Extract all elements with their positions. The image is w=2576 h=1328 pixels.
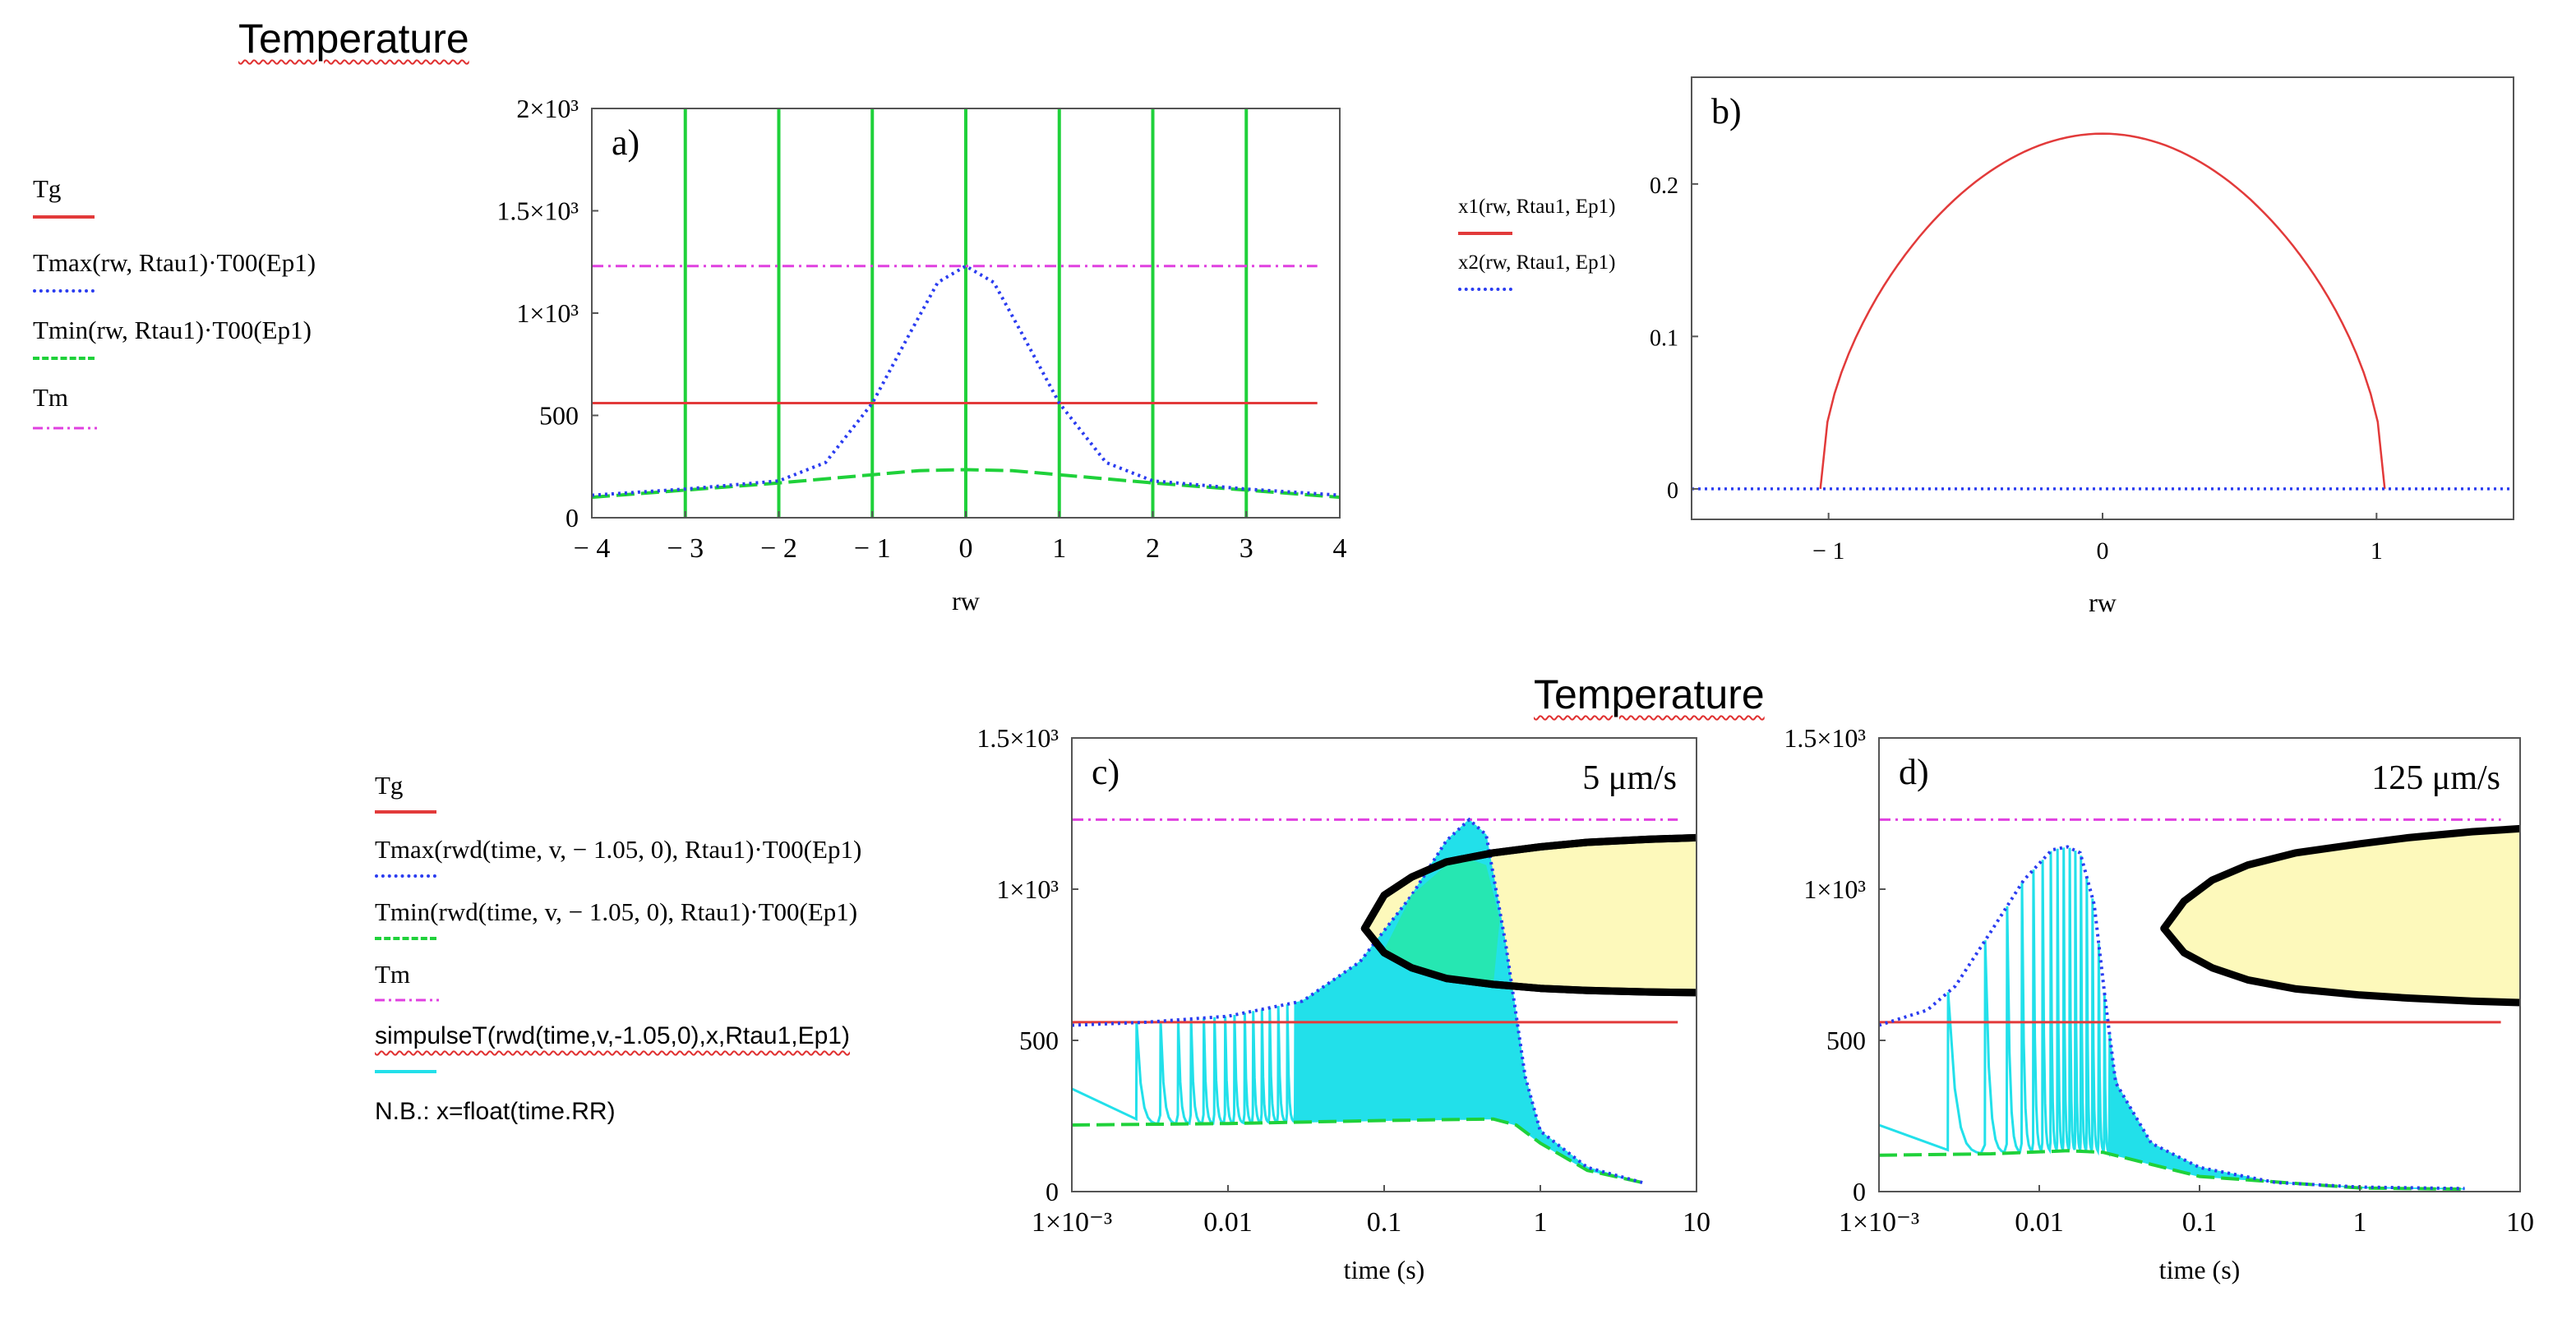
chart-a-ytick-label-3: 1.5×10³ <box>496 196 579 226</box>
chart-d-annotation: 125 μm/s <box>2371 759 2500 797</box>
legend-b-x1-line <box>1458 232 1512 235</box>
chart-b-xlabel: rw <box>2089 588 2117 617</box>
legend-b-x2-label: x2(rw, Rtau1, Ep1) <box>1458 251 1616 274</box>
chart-a-xtick-label-3: − 1 <box>854 533 891 564</box>
legend-c-tmax-line <box>375 874 436 878</box>
chart-d-ytick-label-0: 0 <box>1853 1177 1866 1206</box>
legend-a-tg-label: Tg <box>33 174 62 203</box>
chart-d-ytick-label-3: 1.5×10³ <box>1784 723 1866 753</box>
chart-b-frame <box>1691 76 2514 520</box>
legend-c-tmax-label: Tmax(rwd(time, v, − 1.05, 0), Rtau1)·T00… <box>375 835 862 864</box>
chart-d-xtick-label-1: 0.01 <box>2015 1207 2064 1238</box>
chart-a-tmin-line <box>592 468 1340 500</box>
chart-a-xtick-label-6: 2 <box>1146 533 1160 564</box>
chart-c-xtick-label-4: 10 <box>1683 1207 1710 1238</box>
chart-b-x1-line <box>1819 132 2386 490</box>
chart-c-xlabel: time (s) <box>1344 1255 1425 1284</box>
chart-b-xtick-label-0: − 1 <box>1812 537 1844 565</box>
chart-a-xtick-label-2: − 2 <box>760 533 797 564</box>
chart-b-panel-label: b) <box>1711 91 1742 131</box>
chart-b-ytick-label-1: 0.1 <box>1650 325 1678 351</box>
chart-c-xtick-label-0: 1×10⁻³ <box>1032 1207 1112 1238</box>
chart-a-ytick-label-0: 0 <box>566 503 579 533</box>
chart-b-plot-area <box>1692 132 2514 491</box>
chart-c-xtick-label-2: 0.1 <box>1367 1207 1402 1238</box>
chart-a-xtick-label-0: − 4 <box>574 533 611 564</box>
chart-d-plot-area <box>1879 818 2520 1192</box>
chart-c-xtick-label-1: 0.01 <box>1203 1207 1253 1238</box>
chart-c-overlap-region <box>1384 859 1500 984</box>
chart-c-tmin-line <box>1072 1117 1643 1184</box>
legend-a-tm-label: Tm <box>33 383 69 412</box>
legend-c-tm-label: Tm <box>375 960 411 989</box>
legend-a-tg-line <box>33 215 95 219</box>
chart-a-xtick-label-5: 1 <box>1052 533 1066 564</box>
chart-a-xtick-label-8: 4 <box>1333 533 1347 564</box>
chart-d-nucleation-region-outline <box>2160 824 2520 1007</box>
chart-d-ytick-label-2: 1×10³ <box>1803 874 1866 904</box>
chart-b-ytick-label-0: 0 <box>1667 478 1678 504</box>
legend-c-tmin-line <box>375 937 436 940</box>
legend-c-simpulse-label: simpulseT(rwd(time,v,-1.05,0),x,Rtau1,Ep… <box>375 1022 850 1049</box>
chart-c-ytick-label-0: 0 <box>1046 1177 1059 1206</box>
chart-a-group <box>591 108 1341 519</box>
chart-d-group <box>1878 737 2521 1192</box>
chart-d-panel-label: d) <box>1899 752 1929 792</box>
legend-a-tmax-label: Tmax(rw, Rtau1)·T00(Ep1) <box>33 248 316 277</box>
chart-a-xlabel: rw <box>952 586 980 616</box>
chart-a-xtick-label-1: − 3 <box>667 533 704 564</box>
legend-c-simpulse-line <box>375 1070 436 1073</box>
chart-c-group <box>1071 737 1697 1192</box>
chart-d-xtick-label-4: 10 <box>2506 1207 2534 1238</box>
chart-c-annotation: 5 μm/s <box>1582 759 1677 797</box>
chart-d-xtick-label-3: 1 <box>2353 1207 2367 1238</box>
chart-b-xtick-label-2: 1 <box>2371 537 2383 565</box>
chart-d-xtick-label-0: 1×10⁻³ <box>1839 1207 1919 1238</box>
chart-a-xtick-label-7: 3 <box>1240 533 1253 564</box>
chart-d-ytick-label-1: 500 <box>1826 1026 1866 1055</box>
legend-c-tmin-label: Tmin(rwd(time, v, − 1.05, 0), Rtau1)·T00… <box>375 897 858 926</box>
legend-a-tmax-line <box>33 289 95 293</box>
chart-c-panel-label: c) <box>1092 752 1119 792</box>
chart-a-tmax-line <box>592 264 1340 497</box>
note-text: N.B.: x=float(time.RR) <box>375 1098 616 1125</box>
chart-a-ytick-label-4: 2×10³ <box>516 94 579 123</box>
legend-c-tg-label: Tg <box>375 771 404 800</box>
chart-c-ytick-label-3: 1.5×10³ <box>976 723 1059 753</box>
chart-c-nucleation-region-outline-top <box>1360 833 1697 997</box>
chart-c-simpulse-line <box>1072 1002 1300 1126</box>
chart-c-plot-area <box>1072 817 1697 1184</box>
chart-a-ytick-label-1: 500 <box>539 401 579 431</box>
legend-b-x2-line <box>1458 288 1512 291</box>
chart-a-xtick-label-4: 0 <box>959 533 973 564</box>
legend-a-tmin-label: Tmin(rw, Rtau1)·T00(Ep1) <box>33 316 312 344</box>
legend-c-tg-line <box>375 810 436 814</box>
top-title: Temperature <box>238 16 469 62</box>
chart-d-xlabel: time (s) <box>2159 1255 2241 1284</box>
chart-b-group <box>1691 76 2514 520</box>
legend-b-x1-label: x1(rw, Rtau1, Ep1) <box>1458 196 1616 218</box>
chart-d-xtick-label-2: 0.1 <box>2182 1207 2218 1238</box>
chart-a-plot-area <box>592 108 1340 518</box>
chart-a-ytick-label-2: 1×10³ <box>516 298 579 328</box>
bottom-title: Temperature <box>1534 671 1765 717</box>
chart-a-panel-label: a) <box>612 122 639 163</box>
chart-c-xtick-label-3: 1 <box>1534 1207 1548 1238</box>
chart-c-ytick-label-1: 500 <box>1019 1026 1059 1055</box>
chart-d-tmax-line <box>1879 845 2465 1191</box>
chart-d-nucleation-region-fill <box>2163 828 2520 1003</box>
legend-a-tmin-line <box>33 357 95 360</box>
chart-c-ytick-label-2: 1×10³ <box>996 874 1059 904</box>
chart-b-ytick-label-2: 0.2 <box>1650 173 1678 199</box>
chart-d-simpulse-line <box>1879 847 2114 1158</box>
chart-c-tmax-line <box>1072 817 1643 1184</box>
chart-b-xtick-label-1: 0 <box>2097 537 2109 565</box>
